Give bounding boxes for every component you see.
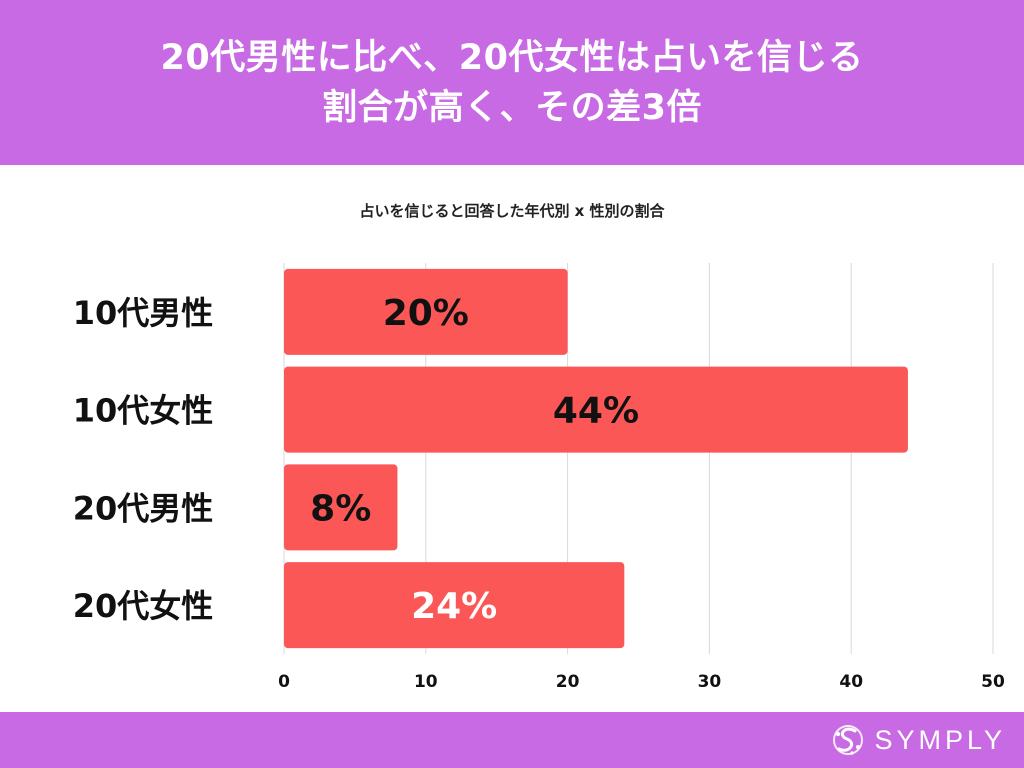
data-label: 8% — [310, 488, 371, 529]
x-tick-label: 20 — [556, 672, 580, 692]
brand-logo: SYMPLY — [828, 712, 1006, 768]
brand-swirl-icon — [833, 725, 864, 755]
category-label: 20代女性 — [73, 587, 214, 625]
category-label: 10代男性 — [73, 294, 214, 332]
x-tick-label: 10 — [414, 672, 438, 692]
category-label: 10代女性 — [73, 392, 214, 430]
bar — [284, 464, 398, 551]
x-tick-label: 50 — [981, 672, 1005, 692]
header-banner: 20代男性に比べ、20代女性は占いを信じる 割合が高く、その差3倍 — [0, 0, 1024, 165]
chart-title: 占いを信じると回答した年代別 x 性別の割合 — [359, 202, 665, 220]
bar-chart: 0 10 20 30 40 50 10代男性 20% 10代女性 44% 20代男性 8% 20代女性 2… — [73, 263, 1005, 692]
x-tick-label: 0 — [278, 672, 290, 692]
data-label: 24% — [411, 586, 497, 627]
x-tick-label: 40 — [839, 672, 863, 692]
data-label: 20% — [383, 293, 469, 334]
bar — [284, 366, 908, 453]
headline-line-1: 20代男性に比べ、20代女性は占いを信じる — [160, 37, 864, 78]
bar — [284, 562, 625, 649]
x-tick-label: 30 — [698, 672, 722, 692]
category-label: 20代男性 — [73, 489, 214, 527]
data-label: 44% — [553, 391, 639, 432]
footer-band — [0, 712, 1024, 768]
headline-line-2: 割合が高く、その差3倍 — [322, 87, 702, 128]
bar — [284, 268, 568, 355]
brand-name: SYMPLY — [874, 724, 1006, 755]
